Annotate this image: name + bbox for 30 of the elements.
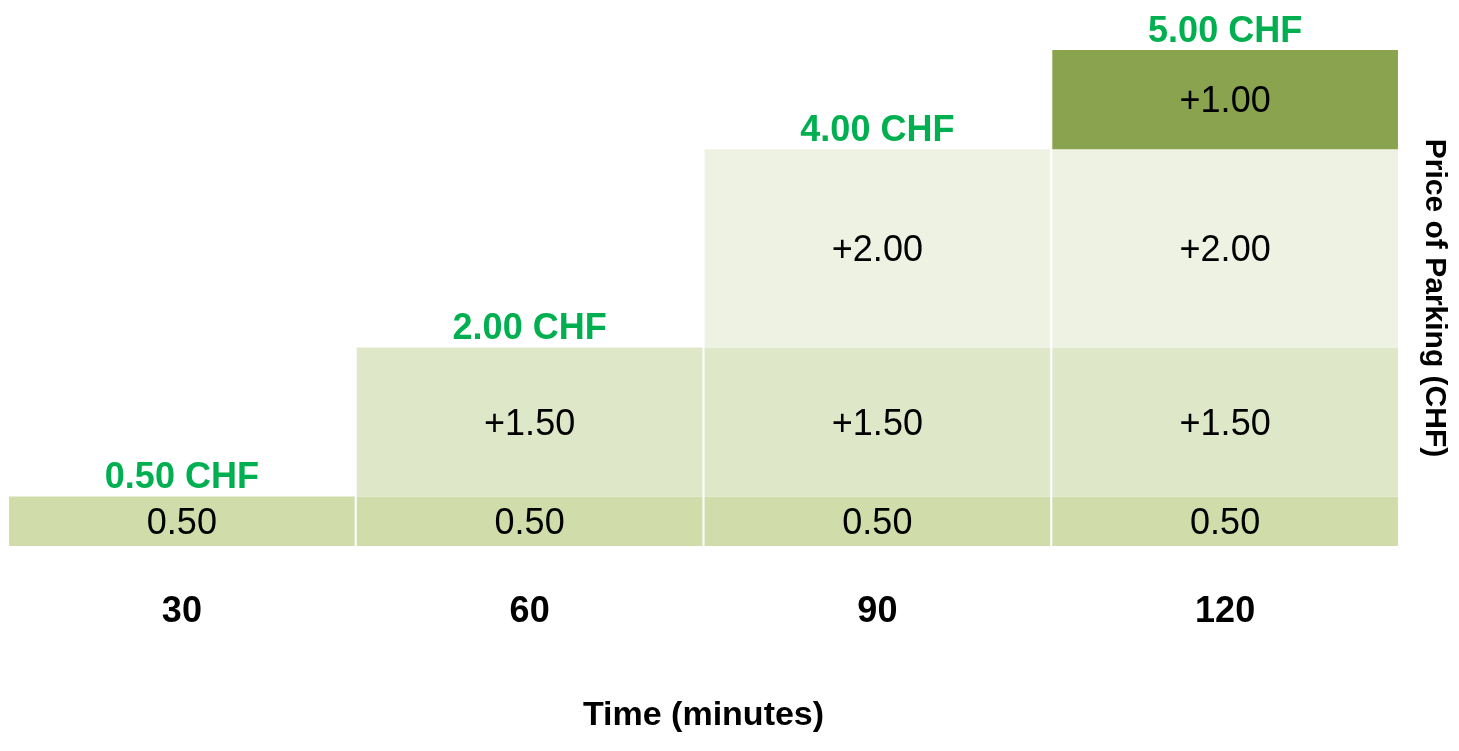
total-label: 5.00 CHF bbox=[1148, 8, 1303, 50]
data-label: +1.50 bbox=[831, 401, 923, 443]
bar bbox=[1052, 496, 1398, 546]
bar bbox=[1052, 347, 1398, 497]
bar bbox=[356, 347, 703, 497]
bar bbox=[1052, 149, 1398, 348]
total-label: 2.00 CHF bbox=[452, 306, 607, 348]
data-label: +1.50 bbox=[1179, 401, 1271, 443]
x-tick-label: 30 bbox=[161, 588, 202, 630]
x-tick-label: 60 bbox=[509, 588, 550, 630]
x-tick-label: 90 bbox=[857, 588, 898, 630]
x-tick-label: 120 bbox=[1195, 588, 1256, 630]
bar bbox=[704, 496, 1051, 546]
data-label: +1.00 bbox=[1179, 79, 1271, 121]
bar bbox=[1052, 50, 1398, 150]
data-label: 0.50 bbox=[842, 500, 913, 542]
x-axis-title: Time (minutes) bbox=[582, 694, 825, 732]
data-label: 0.50 bbox=[1190, 500, 1261, 542]
total-label: 4.00 CHF bbox=[800, 107, 955, 149]
data-label: +1.50 bbox=[484, 401, 576, 443]
bar bbox=[704, 149, 1051, 348]
bar bbox=[9, 496, 355, 546]
data-label: 0.50 bbox=[146, 500, 217, 542]
total-label: 0.50 CHF bbox=[104, 454, 259, 496]
bar bbox=[704, 347, 1051, 497]
data-label: +2.00 bbox=[1179, 227, 1271, 269]
y-axis-title: Price of Parking (CHF) bbox=[1419, 138, 1453, 458]
data-label: 0.50 bbox=[494, 500, 565, 542]
bar bbox=[356, 496, 703, 546]
data-label: +2.00 bbox=[831, 227, 923, 269]
